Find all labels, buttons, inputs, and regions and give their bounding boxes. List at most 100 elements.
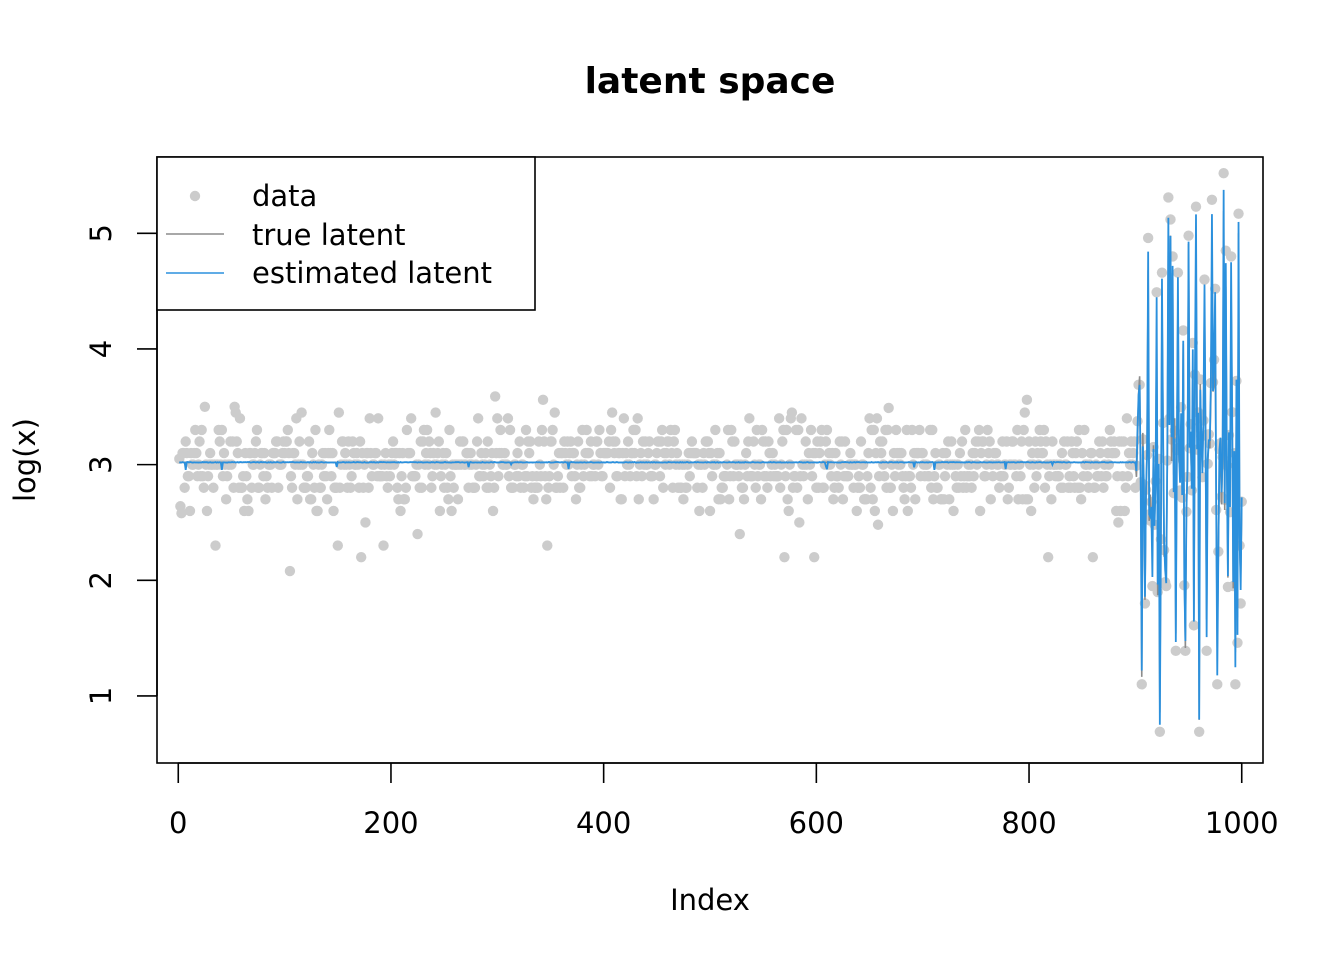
y-tick-label: 4 xyxy=(84,340,118,358)
data-point xyxy=(932,482,943,493)
data-point xyxy=(929,470,940,482)
data-point xyxy=(546,436,557,447)
data-point xyxy=(784,459,795,470)
data-point xyxy=(885,482,896,493)
data-point xyxy=(1218,167,1229,179)
data-point xyxy=(622,436,634,447)
data-point xyxy=(781,424,792,436)
data-point xyxy=(714,447,725,459)
data-point xyxy=(261,470,272,482)
data-point xyxy=(421,424,433,436)
data-point xyxy=(370,447,382,459)
x-axis: 0 200 400 600 800 1000 xyxy=(169,762,1279,840)
data-point xyxy=(310,424,321,436)
data-point xyxy=(485,470,497,482)
data-point xyxy=(869,505,881,517)
data-point xyxy=(998,470,1009,482)
data-point xyxy=(503,470,515,482)
data-point xyxy=(594,424,605,436)
data-point xyxy=(939,470,951,482)
data-point xyxy=(260,494,271,505)
data-point xyxy=(176,508,187,519)
data-point xyxy=(401,424,413,436)
data-point xyxy=(196,424,207,436)
data-point xyxy=(1128,447,1139,459)
data-point xyxy=(857,459,869,470)
data-point xyxy=(243,505,254,517)
data-point xyxy=(508,482,519,493)
data-point xyxy=(954,447,966,459)
data-point xyxy=(568,447,580,459)
data-point xyxy=(654,470,666,482)
data-points xyxy=(174,167,1247,737)
data-point xyxy=(307,447,318,459)
data-point xyxy=(382,482,393,493)
data-point xyxy=(855,436,867,447)
data-point xyxy=(241,470,252,482)
data-point xyxy=(854,482,866,493)
data-point xyxy=(1061,459,1072,470)
data-point xyxy=(917,447,928,459)
data-point xyxy=(930,447,941,459)
data-point xyxy=(276,459,287,470)
y-tick-label: 3 xyxy=(84,455,118,473)
data-point xyxy=(400,482,412,493)
data-point xyxy=(792,482,803,493)
data-point xyxy=(636,470,648,482)
data-point xyxy=(253,482,265,493)
data-point xyxy=(214,436,225,447)
data-point xyxy=(328,505,339,517)
x-tick-label: 200 xyxy=(363,806,418,840)
data-point xyxy=(1188,620,1200,631)
data-point xyxy=(259,447,270,459)
data-point xyxy=(373,413,384,424)
data-point xyxy=(1193,726,1205,737)
data-point xyxy=(890,424,902,436)
data-point xyxy=(1079,424,1090,436)
data-point xyxy=(635,447,647,459)
y-axis-label: log(x) xyxy=(8,418,42,502)
data-point xyxy=(605,424,617,436)
data-point xyxy=(984,436,995,447)
data-point xyxy=(914,424,925,436)
data-point xyxy=(968,470,979,482)
data-point xyxy=(1178,325,1189,336)
data-point xyxy=(514,436,525,447)
data-point xyxy=(671,447,683,459)
data-point xyxy=(405,413,417,424)
data-point xyxy=(973,424,985,436)
data-point xyxy=(1206,194,1218,205)
y-tick-label: 2 xyxy=(84,571,118,589)
data-point xyxy=(487,505,499,517)
legend-label-estimated-latent: estimated latent xyxy=(252,256,492,290)
data-point xyxy=(723,494,735,505)
data-point xyxy=(234,413,246,424)
data-point xyxy=(433,436,445,447)
data-point xyxy=(975,447,987,459)
data-point xyxy=(541,494,552,505)
data-point xyxy=(879,470,890,482)
data-point xyxy=(1016,436,1027,447)
data-point xyxy=(630,424,641,436)
data-point xyxy=(902,505,913,517)
data-point xyxy=(1029,482,1040,493)
data-point xyxy=(242,494,253,505)
data-point xyxy=(1190,201,1202,212)
data-point xyxy=(1089,482,1101,493)
data-point xyxy=(779,551,790,563)
data-point xyxy=(798,470,809,482)
data-point xyxy=(1082,470,1093,482)
data-point xyxy=(1103,459,1115,470)
data-point xyxy=(544,470,555,482)
legend-label-true-latent: true latent xyxy=(252,218,406,252)
data-point xyxy=(1161,580,1172,592)
data-point xyxy=(906,424,918,436)
data-point xyxy=(180,436,191,447)
data-point xyxy=(471,436,483,447)
data-point xyxy=(871,413,883,424)
data-point xyxy=(1046,494,1057,505)
data-point xyxy=(684,470,695,482)
data-point xyxy=(347,436,358,447)
data-point xyxy=(862,470,873,482)
